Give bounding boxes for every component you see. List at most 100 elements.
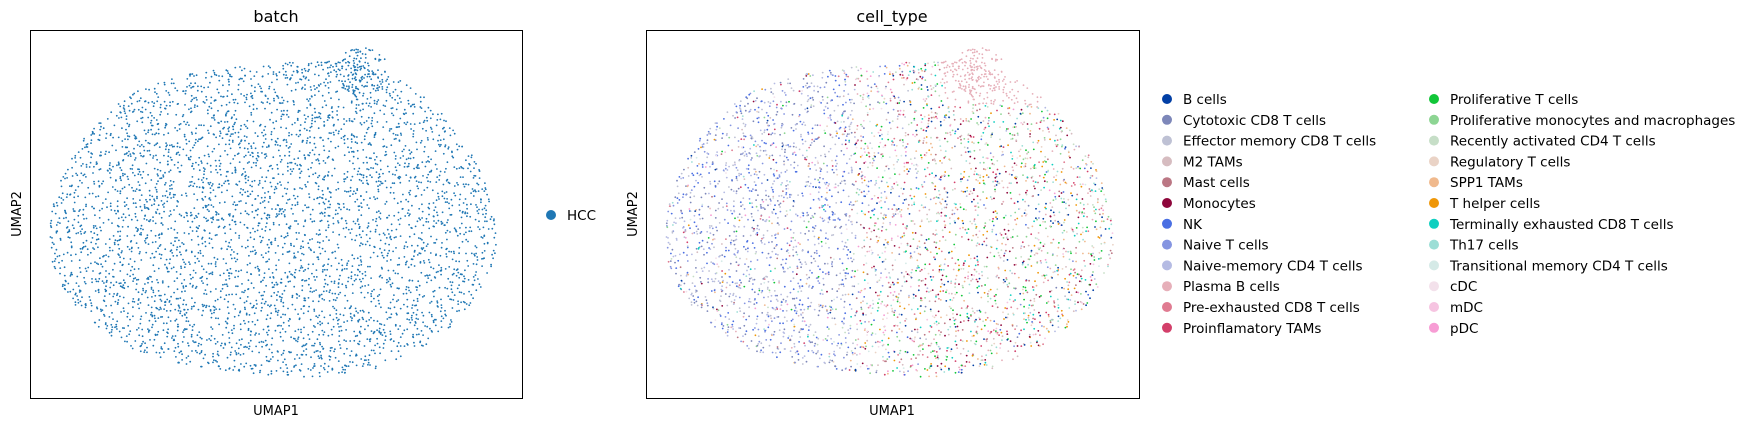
scatter-point	[359, 286, 362, 289]
scatter-point	[116, 320, 119, 323]
scatter-point	[448, 207, 451, 210]
scatter-point	[269, 228, 271, 231]
scatter-point	[385, 121, 388, 123]
scatter-point	[145, 162, 148, 165]
scatter-point	[178, 239, 180, 242]
scatter-point	[250, 95, 253, 98]
scatter-point	[382, 172, 384, 175]
scatter-point	[429, 117, 432, 120]
scatter-point	[207, 153, 210, 156]
scatter-point	[307, 310, 310, 313]
scatter-point	[150, 204, 153, 207]
scatter-point	[265, 261, 267, 263]
scatter-point	[323, 299, 326, 301]
scatter-point	[360, 76, 363, 79]
scatter-point	[248, 347, 250, 350]
scatter-point	[127, 312, 129, 315]
scatter-point	[275, 74, 278, 77]
scatter-point	[911, 339, 914, 342]
scatter-point	[109, 172, 111, 174]
scatter-point	[291, 74, 294, 76]
scatter-point	[145, 133, 147, 135]
scatter-point	[750, 174, 752, 177]
scatter-point	[102, 299, 105, 302]
scatter-point	[262, 279, 264, 282]
scatter-point	[164, 301, 167, 304]
scatter-point	[277, 245, 279, 247]
scatter-point	[250, 114, 253, 116]
scatter-point	[139, 322, 142, 325]
scatter-point	[967, 100, 970, 103]
scatter-point	[151, 296, 153, 298]
scatter-point	[808, 162, 810, 165]
scatter-point	[360, 206, 363, 209]
scatter-point	[132, 280, 135, 282]
scatter-point	[304, 84, 306, 86]
scatter-point	[188, 73, 191, 76]
scatter-point	[355, 85, 357, 88]
scatter-point	[121, 140, 124, 142]
scatter-point	[342, 227, 345, 230]
scatter-point	[276, 204, 279, 206]
scatter-point	[264, 125, 267, 128]
scatter-point	[174, 335, 177, 337]
scatter-point	[145, 290, 148, 292]
scatter-point	[449, 134, 452, 137]
scatter-point	[266, 331, 268, 334]
scatter-point	[268, 258, 270, 261]
scatter-point	[240, 140, 242, 143]
scatter-point	[159, 244, 162, 246]
scatter-point	[317, 74, 320, 77]
scatter-point	[189, 181, 192, 183]
scatter-point	[439, 170, 442, 173]
scatter-point	[939, 145, 942, 148]
scatter-point	[416, 254, 419, 256]
scatter-point	[348, 55, 351, 58]
scatter-point	[59, 267, 62, 269]
scatter-point	[162, 329, 165, 332]
scatter-point	[354, 239, 357, 242]
scatter-point	[77, 185, 80, 188]
scatter-point	[130, 240, 133, 242]
scatter-point	[771, 132, 774, 135]
scatter-point	[276, 137, 279, 140]
scatter-point	[283, 349, 285, 352]
scatter-point	[440, 320, 443, 322]
scatter-point	[266, 214, 269, 217]
scatter-point	[390, 313, 393, 316]
y-axis-label-batch: UMAP2	[10, 191, 25, 237]
scatter-point	[290, 161, 293, 164]
scatter-point	[254, 132, 257, 134]
scatter-point	[459, 193, 462, 196]
scatter-point	[371, 176, 373, 179]
scatter-point	[156, 279, 158, 281]
scatter-point	[358, 330, 361, 333]
scatter-point	[237, 131, 240, 134]
scatter-point	[94, 261, 96, 263]
scatter-point	[310, 356, 312, 359]
scatter-point	[176, 236, 178, 239]
scatter-point	[285, 139, 288, 141]
scatter-point	[847, 329, 850, 331]
scatter-point	[116, 328, 118, 330]
scatter-point	[321, 247, 324, 250]
scatter-point	[213, 337, 216, 340]
scatter-point	[324, 208, 327, 210]
scatter-point	[314, 111, 317, 114]
scatter-point	[283, 289, 286, 292]
scatter-point	[74, 253, 77, 256]
scatter-point	[179, 245, 181, 248]
scatter-point	[392, 340, 395, 343]
scatter-point	[948, 217, 951, 219]
scatter-point	[55, 231, 58, 234]
scatter-point	[246, 346, 248, 349]
scatter-point	[338, 262, 340, 265]
scatter-point	[938, 68, 941, 71]
scatter-point	[473, 253, 476, 256]
scatter-point	[365, 191, 368, 193]
scatter-point	[134, 137, 137, 140]
scatter-point	[361, 230, 364, 233]
scatter-point	[297, 336, 300, 339]
scatter-point	[276, 314, 279, 316]
scatter-point	[90, 304, 93, 307]
